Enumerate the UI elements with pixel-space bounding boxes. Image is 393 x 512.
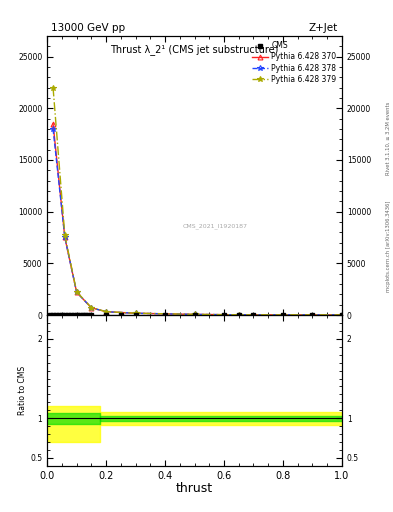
- CMS: [89, 312, 94, 318]
- CMS: [104, 312, 108, 318]
- Pythia 6.428 378: [340, 312, 344, 318]
- Y-axis label: Ratio to CMS: Ratio to CMS: [18, 366, 28, 415]
- Pythia 6.428 370: [62, 234, 67, 241]
- CMS: [48, 312, 53, 318]
- CMS: [251, 312, 256, 318]
- Pythia 6.428 378: [51, 126, 55, 132]
- Pythia 6.428 379: [74, 289, 79, 295]
- Pythia 6.428 379: [192, 311, 197, 317]
- CMS: [72, 312, 76, 318]
- CMS: [77, 312, 82, 318]
- Pythia 6.428 378: [104, 309, 108, 315]
- Pythia 6.428 370: [89, 305, 94, 311]
- Pythia 6.428 379: [340, 312, 344, 318]
- X-axis label: thrust: thrust: [176, 482, 213, 495]
- CMS: [86, 312, 91, 318]
- Pythia 6.428 370: [133, 310, 138, 316]
- Text: CMS_2021_I1920187: CMS_2021_I1920187: [183, 223, 248, 228]
- CMS: [119, 312, 123, 318]
- Pythia 6.428 378: [89, 305, 94, 311]
- Line: CMS: CMS: [48, 313, 343, 317]
- Legend: CMS, Pythia 6.428 370, Pythia 6.428 378, Pythia 6.428 379: CMS, Pythia 6.428 370, Pythia 6.428 378,…: [250, 39, 338, 86]
- CMS: [83, 312, 88, 318]
- Pythia 6.428 379: [133, 310, 138, 316]
- Pythia 6.428 370: [237, 312, 241, 318]
- CMS: [53, 312, 59, 318]
- CMS: [192, 312, 197, 318]
- Pythia 6.428 378: [133, 310, 138, 316]
- CMS: [163, 312, 167, 318]
- CMS: [281, 312, 285, 318]
- Line: Pythia 6.428 378: Pythia 6.428 378: [50, 126, 345, 317]
- CMS: [57, 312, 61, 318]
- CMS: [60, 312, 64, 318]
- CMS: [65, 312, 70, 318]
- Line: Pythia 6.428 370: Pythia 6.428 370: [51, 121, 344, 317]
- CMS: [74, 312, 79, 318]
- Pythia 6.428 378: [237, 312, 241, 318]
- Pythia 6.428 378: [74, 289, 79, 295]
- Text: 13000 GeV pp: 13000 GeV pp: [51, 23, 125, 33]
- Pythia 6.428 370: [51, 121, 55, 127]
- Text: Thrust λ_2¹ (CMS jet substructure): Thrust λ_2¹ (CMS jet substructure): [110, 44, 279, 55]
- Pythia 6.428 378: [62, 234, 67, 241]
- Text: Rivet 3.1.10, ≥ 3.2M events: Rivet 3.1.10, ≥ 3.2M events: [386, 101, 391, 175]
- CMS: [51, 312, 55, 318]
- CMS: [80, 312, 85, 318]
- Pythia 6.428 379: [62, 232, 67, 239]
- CMS: [222, 312, 226, 318]
- Pythia 6.428 379: [89, 305, 94, 311]
- CMS: [237, 312, 241, 318]
- CMS: [340, 312, 344, 318]
- Text: Z+Jet: Z+Jet: [309, 23, 338, 33]
- Pythia 6.428 370: [74, 289, 79, 295]
- Pythia 6.428 370: [104, 309, 108, 315]
- Pythia 6.428 379: [237, 312, 241, 318]
- CMS: [62, 312, 67, 318]
- Text: mcplots.cern.ch [arXiv:1306.3436]: mcplots.cern.ch [arXiv:1306.3436]: [386, 200, 391, 291]
- CMS: [310, 312, 315, 318]
- Pythia 6.428 370: [192, 311, 197, 317]
- Pythia 6.428 370: [340, 312, 344, 318]
- Line: Pythia 6.428 379: Pythia 6.428 379: [50, 85, 345, 317]
- CMS: [68, 312, 73, 318]
- Pythia 6.428 379: [51, 84, 55, 91]
- Pythia 6.428 379: [104, 309, 108, 315]
- CMS: [133, 312, 138, 318]
- Pythia 6.428 378: [192, 311, 197, 317]
